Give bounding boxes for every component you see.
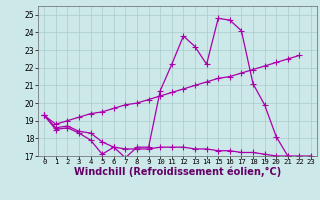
X-axis label: Windchill (Refroidissement éolien,°C): Windchill (Refroidissement éolien,°C) [74, 167, 281, 177]
